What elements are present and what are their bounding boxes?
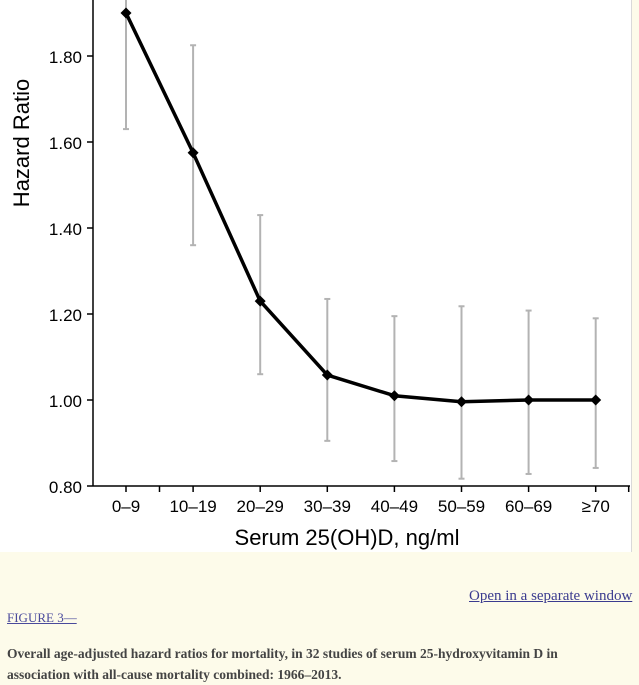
figure-label-link[interactable]: FIGURE 3— [7,610,77,625]
y-tick-label: 1.40 [49,220,82,239]
x-tick-label: 30–39 [304,497,351,516]
y-axis-title: Hazard Ratio [9,79,34,207]
data-point-marker [590,394,602,406]
data-point-marker [187,147,199,159]
x-tick-label: 60–69 [505,497,552,516]
data-point-marker [254,295,266,307]
x-tick-label: ≥70 [582,497,610,516]
data-point-marker [321,369,333,381]
x-tick-label: 10–19 [169,497,216,516]
series-line [124,12,596,404]
data-point-marker [120,7,132,19]
y-tick-label: 1.00 [49,392,82,411]
x-tick-label: 20–29 [237,497,284,516]
x-tick-label: 50–59 [438,497,485,516]
figure-caption: Overall age-adjusted hazard ratios for m… [7,646,558,682]
y-tick-label: 1.80 [49,48,82,67]
hazard-ratio-chart: 0.80 1.00 1.20 1.40 1.60 1.80 0–9 10–19 20–29 30… [9,0,630,550]
data-point-marker [388,390,400,402]
data-point-marker [456,396,467,408]
data-point-marker [523,394,535,406]
figure-panel: 0.80 1.00 1.20 1.40 1.60 1.80 0–9 10–19 20–29 30… [0,0,632,552]
x-tick-label: 0–9 [112,497,140,516]
x-tick-label: 40–49 [371,497,418,516]
y-tick-label: 1.60 [49,134,82,153]
open-separate-window-link[interactable]: Open in a separate window [469,588,633,604]
y-tick-label: 1.20 [49,306,82,325]
x-axis-title: Serum 25(OH)D, ng/ml [235,525,460,550]
y-tick-label: 0.80 [49,478,82,497]
